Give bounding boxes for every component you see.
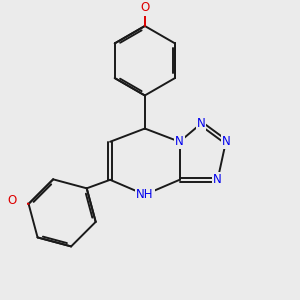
Text: O: O [140,1,149,14]
Text: N: N [175,135,184,148]
Text: O: O [8,194,17,207]
Text: NH: NH [136,188,154,201]
Text: N: N [221,135,230,148]
Text: N: N [213,173,222,186]
Text: N: N [197,117,206,130]
